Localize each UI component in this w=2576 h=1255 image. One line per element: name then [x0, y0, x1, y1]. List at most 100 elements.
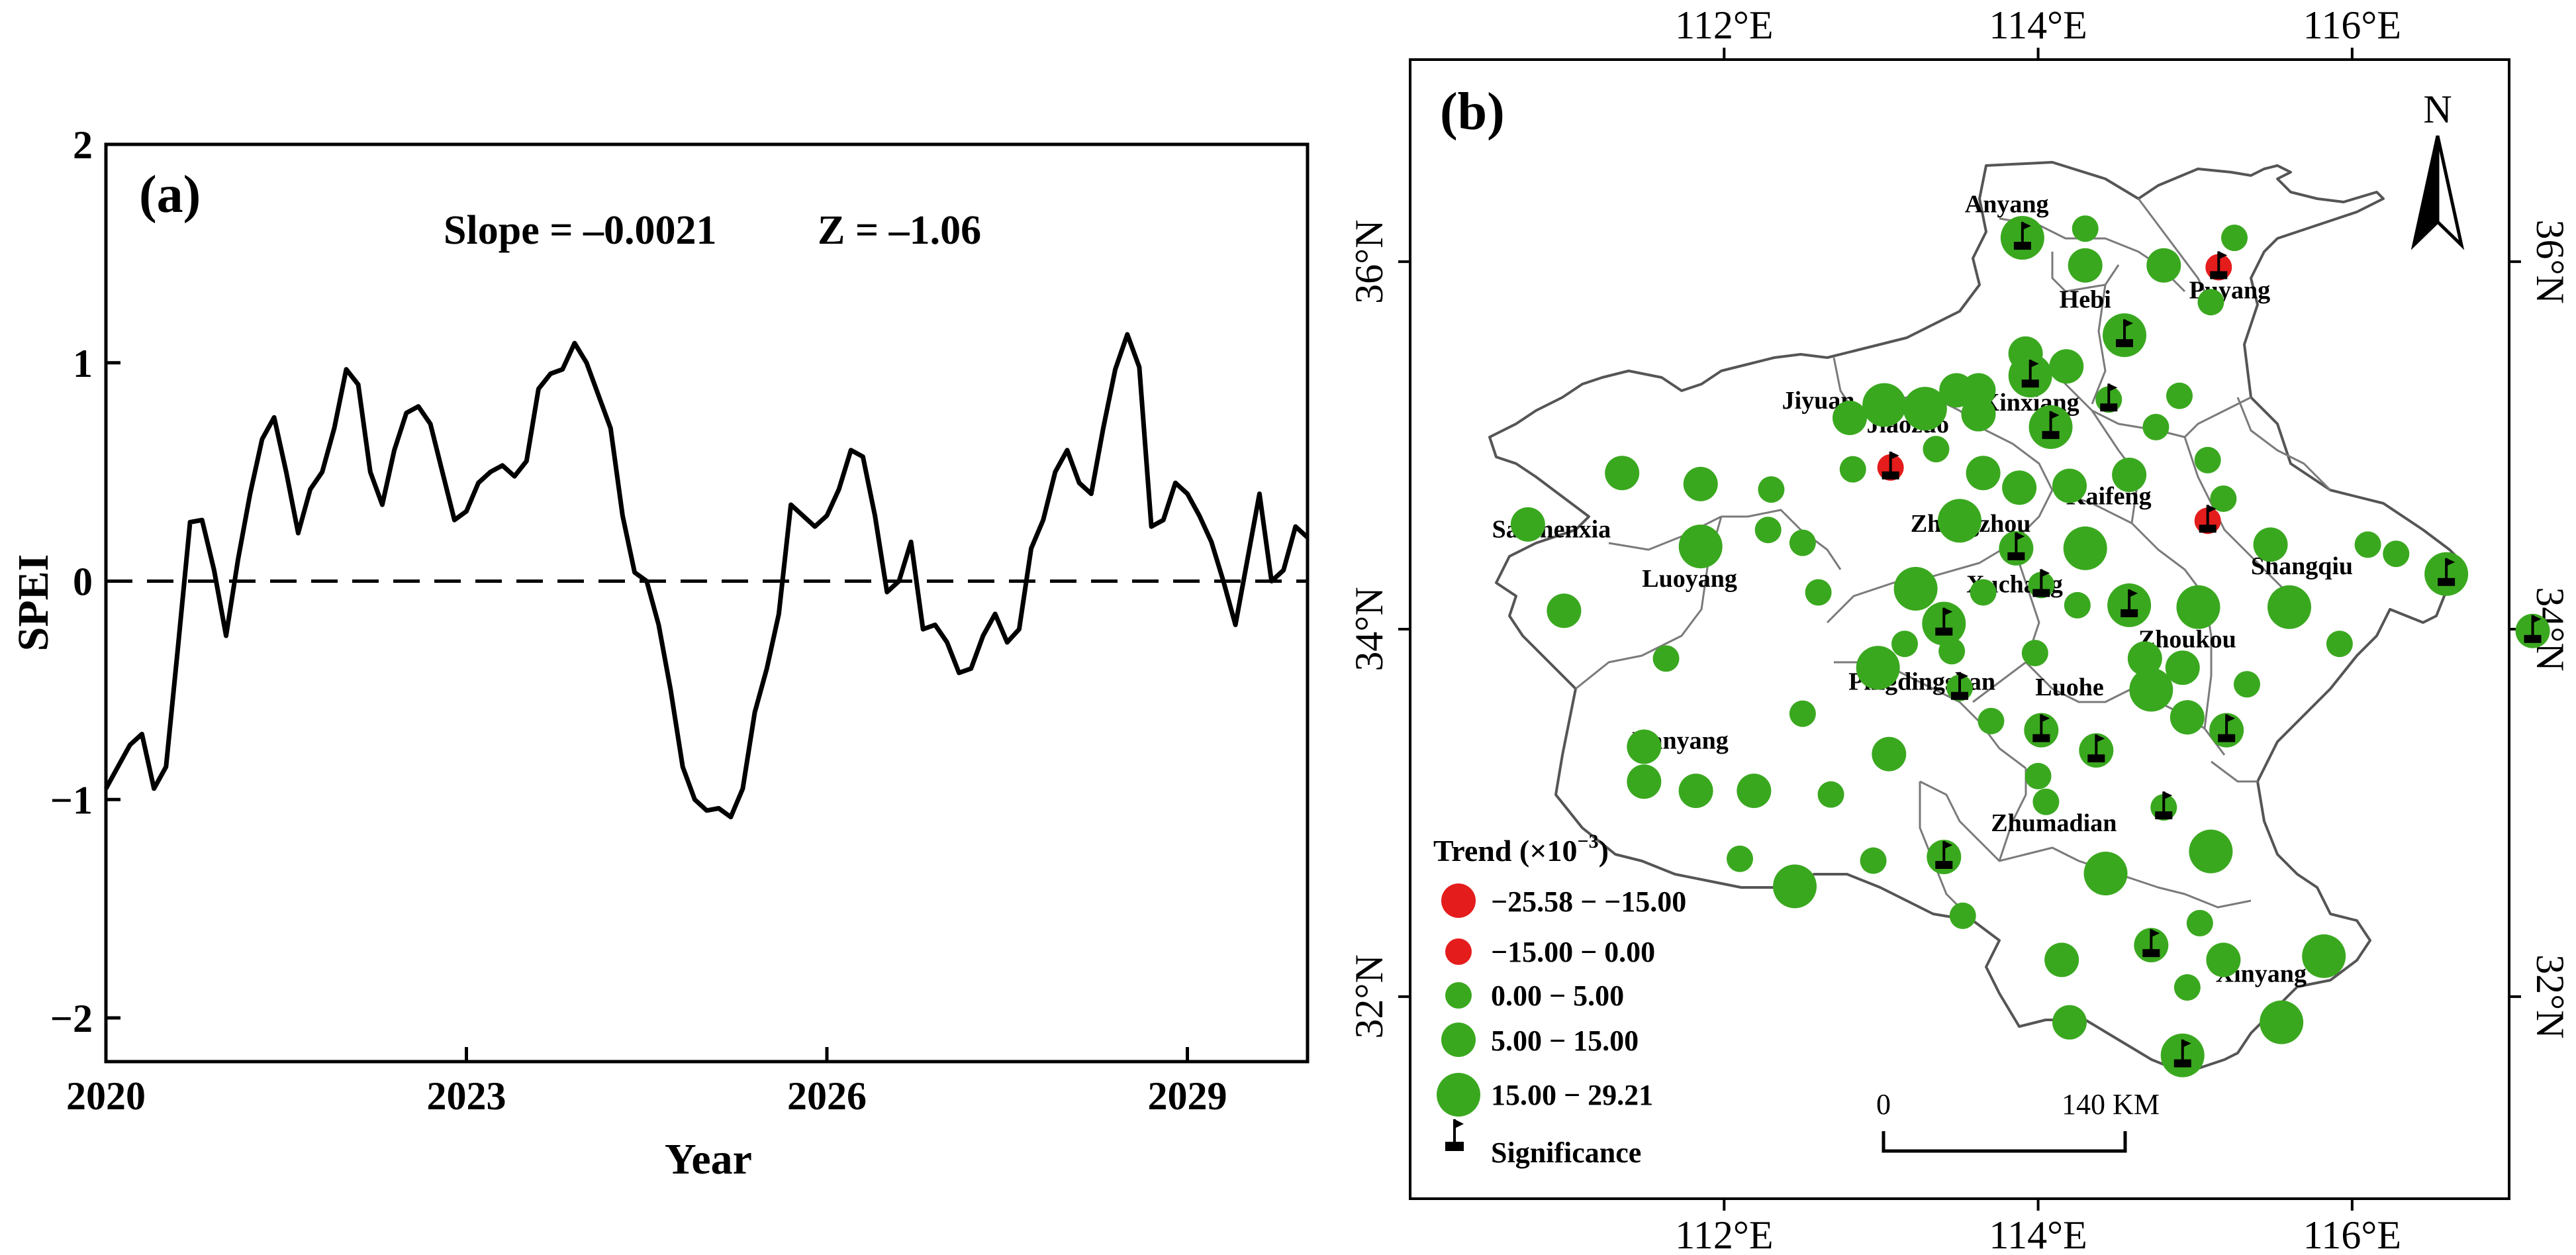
station-marker — [2170, 700, 2205, 735]
station-marker — [2253, 527, 2288, 562]
significance-flag-icon — [1935, 841, 1953, 869]
station-marker — [2049, 349, 2084, 384]
scale-bar: 0 140 KM — [1876, 1088, 2160, 1153]
county-boundaries — [1575, 198, 2332, 922]
legend-symbol-weak-negative — [1445, 938, 1472, 965]
flag-pennant — [2096, 734, 2105, 743]
station-marker — [1678, 774, 1713, 809]
flag-base — [2121, 609, 2138, 617]
station-marker — [1833, 400, 1867, 435]
north-arrow-label: N — [2423, 87, 2452, 131]
scale-start-label: 0 — [1876, 1088, 1891, 1121]
station-marker — [2025, 762, 2052, 789]
station-marker — [1627, 729, 1662, 764]
station-marker — [1683, 466, 1718, 501]
station-marker — [2233, 671, 2260, 698]
station-marker — [2206, 942, 2241, 978]
flag-base — [2155, 811, 2173, 820]
station-marker — [2354, 531, 2381, 558]
station-marker — [1893, 566, 1938, 611]
flag-pennant — [2207, 505, 2217, 513]
x-tick-label: 2023 — [427, 1074, 506, 1118]
significance-flag-icon — [2142, 929, 2160, 958]
station-marker — [1938, 638, 1966, 665]
north-arrow: N — [2410, 87, 2465, 250]
map-top-lon-label: 114°E — [1989, 3, 2087, 47]
flag-base — [1935, 861, 1953, 869]
legend-title-exponent: −3 — [1577, 830, 1598, 852]
legend-symbol-strong-negative — [1441, 883, 1476, 918]
flag-base — [2116, 339, 2133, 348]
flag-pennant — [2226, 714, 2236, 723]
city-label-luoyang: Luoyang — [1642, 565, 1737, 593]
station-marker — [1773, 864, 1817, 909]
significance-flag-icon — [2032, 569, 2050, 597]
station-marker — [1923, 436, 1950, 463]
station-marker — [1737, 774, 1772, 809]
station-marker — [1856, 646, 1900, 690]
flag-pennant — [2129, 589, 2138, 597]
map-bottom-lon-label: 114°E — [1989, 1213, 2087, 1255]
station-marker — [2166, 382, 2193, 409]
map-legend: Trend (×10−3) −25.58 − −15.00 −15.00 − 0… — [1433, 830, 1686, 1169]
station-marker — [1817, 781, 1844, 808]
y-tick-label: −1 — [50, 778, 93, 822]
flag-pennant — [1960, 672, 1968, 680]
station-marker — [2044, 942, 2079, 978]
scale-end-label: 140 KM — [2062, 1088, 2160, 1121]
map-bottom-lon-label: 112°E — [1675, 1213, 1773, 1255]
station-marker — [2142, 413, 2170, 440]
flag-base — [1882, 471, 1899, 479]
flag-base — [2013, 242, 2031, 250]
map-bottom-lon-label: 116°E — [2303, 1213, 2401, 1255]
station-marker — [1789, 529, 1816, 556]
station-marker — [1839, 456, 1866, 483]
significance-flag-icon — [2155, 791, 2173, 820]
x-axis-ticks: 2020 2023 2026 2029 — [66, 1047, 1227, 1118]
legend-label-moderate-positive: 5.00 − 15.00 — [1491, 1025, 1639, 1057]
station-marker — [1727, 845, 1753, 872]
legend-label-weak-positive: 0.00 − 5.00 — [1491, 979, 1624, 1012]
map-left-lat-label: 34°N — [1347, 587, 1391, 671]
legend-label-weak-negative: −15.00 − 0.00 — [1491, 936, 1655, 968]
spei-series-line — [103, 332, 1310, 820]
station-marker — [2002, 470, 2037, 505]
flag-pennant — [2050, 411, 2060, 419]
flag-pennant — [2151, 929, 2160, 938]
station-marker — [2221, 225, 2248, 252]
significance-flag-icon — [1445, 1119, 1464, 1151]
station-marker — [2383, 540, 2410, 568]
flag-pennant — [2446, 558, 2456, 566]
significance-flag-icon — [2210, 251, 2228, 279]
flag-base — [2210, 271, 2228, 279]
station-marker — [1789, 700, 1816, 727]
city-label-anyang: Anyang — [1965, 190, 2049, 218]
city-label-hebi: Hebi — [2060, 286, 2111, 314]
station-marker — [2052, 1005, 2087, 1040]
station-marker — [1961, 397, 1996, 432]
flag-base — [2199, 525, 2217, 533]
station-marker — [2197, 289, 2224, 316]
significance-flag-icon — [2007, 532, 2025, 560]
significance-flag-icon — [1951, 672, 1968, 700]
flag-pennant — [2532, 615, 2542, 623]
station-marker — [1903, 387, 1947, 431]
station-marker — [2186, 909, 2213, 936]
map-right-lat-label: 36°N — [2528, 219, 2572, 303]
flag-base — [2173, 1059, 2191, 1068]
station-marker — [1970, 579, 1997, 606]
y-tick-label: −2 — [50, 997, 93, 1040]
station-marker — [2052, 468, 2087, 503]
legend-symbol-weak-positive — [1445, 982, 1472, 1009]
legend-label-strong-negative: −25.58 − −15.00 — [1491, 885, 1686, 918]
station-marker — [1510, 507, 1545, 542]
panel-a-line-chart: 2 1 0 −1 −2 2020 2023 2026 2029 (a) Slope = –0.… — [9, 123, 1310, 1183]
station-marker — [1891, 630, 1918, 658]
slope-annotation: Slope = –0.0021 — [444, 208, 717, 253]
station-marker — [2127, 641, 2162, 676]
significance-flag-icon — [2042, 411, 2060, 439]
z-annotation: Z = –1.06 — [818, 208, 981, 253]
station-marker — [2210, 485, 2237, 513]
flag-pennant — [2109, 383, 2118, 392]
